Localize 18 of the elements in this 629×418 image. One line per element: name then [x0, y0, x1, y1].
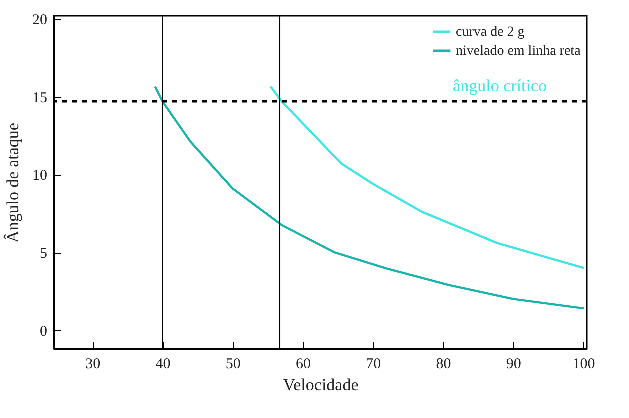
x-tick-label: 70	[366, 356, 382, 372]
y-tick-label: 20	[32, 12, 48, 29]
y-tick-label: 10	[32, 168, 48, 184]
ref-line-label: ângulo crítico	[453, 76, 547, 96]
x-tick-label: 50	[226, 356, 241, 372]
y-axis-title: Ângulo de ataque	[4, 123, 22, 243]
x-tick-label: 80	[436, 356, 452, 372]
x-tick-label: 90	[506, 356, 522, 372]
x-tick-label: 30	[86, 356, 101, 372]
legend-label: curva de 2 g	[456, 25, 525, 40]
y-tick-label: 15	[32, 90, 48, 106]
y-tick-label: 0	[40, 324, 48, 340]
x-tick-label: 40	[156, 356, 171, 372]
x-axis-title: Velocidade	[283, 376, 359, 394]
y-tick-label: 5	[40, 246, 48, 262]
legend-label: nivelado em linha reta	[456, 44, 582, 59]
x-tick-label: 60	[296, 356, 311, 372]
x-tick-label: 100	[572, 356, 596, 372]
